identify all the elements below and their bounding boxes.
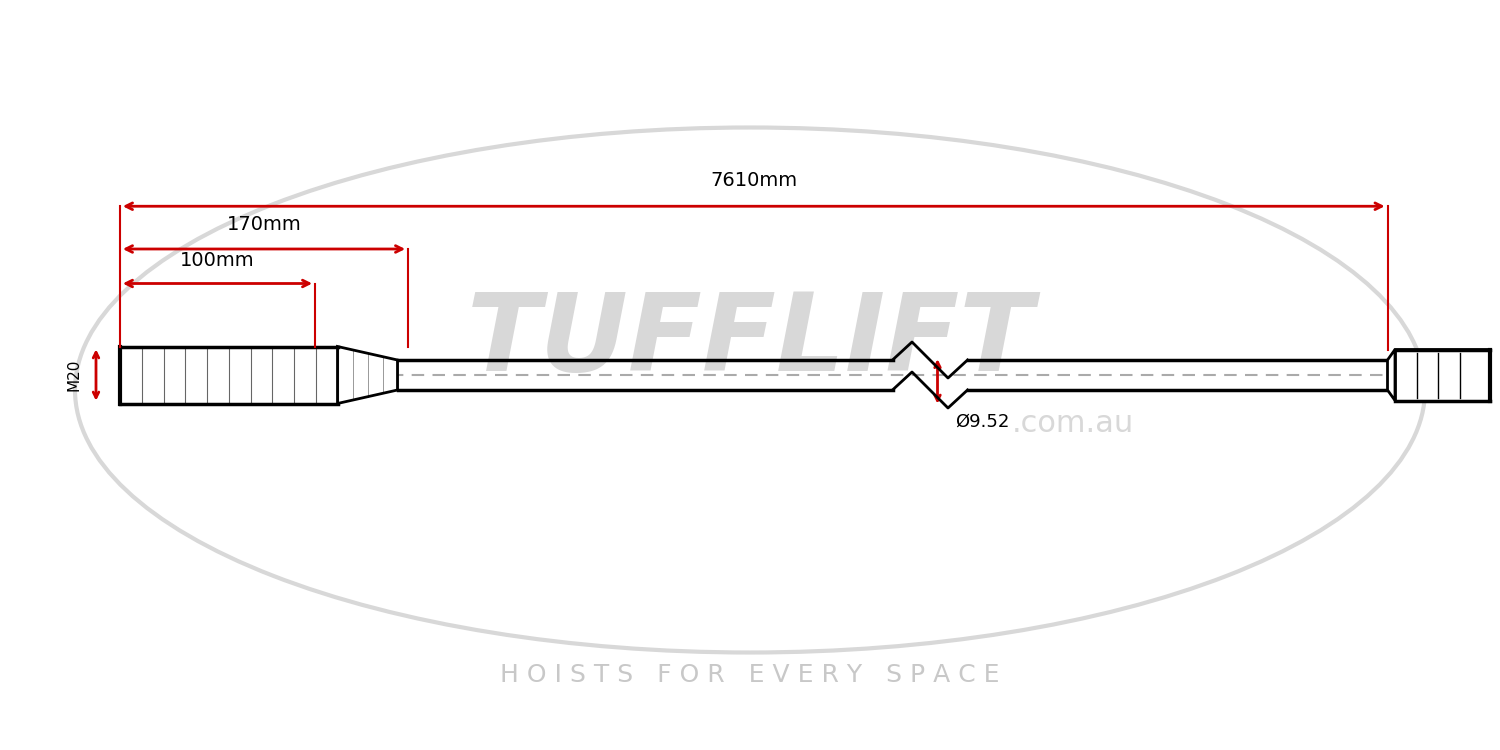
Text: M20: M20 [66,358,81,392]
Bar [1395,350,1490,400]
Polygon shape [1388,350,1395,400]
Text: H O I S T S   F O R   E V E R Y   S P A C E: H O I S T S F O R E V E R Y S P A C E [500,663,999,687]
Polygon shape [338,346,398,404]
Text: .com.au: .com.au [1011,410,1134,438]
Text: 170mm: 170mm [226,215,302,234]
Text: 7610mm: 7610mm [710,171,798,190]
Text: TUFFLIFT: TUFFLIFT [466,288,1034,394]
Bar [120,346,338,404]
Text: 100mm: 100mm [180,251,255,270]
Text: Ø9.52: Ø9.52 [956,413,1010,430]
